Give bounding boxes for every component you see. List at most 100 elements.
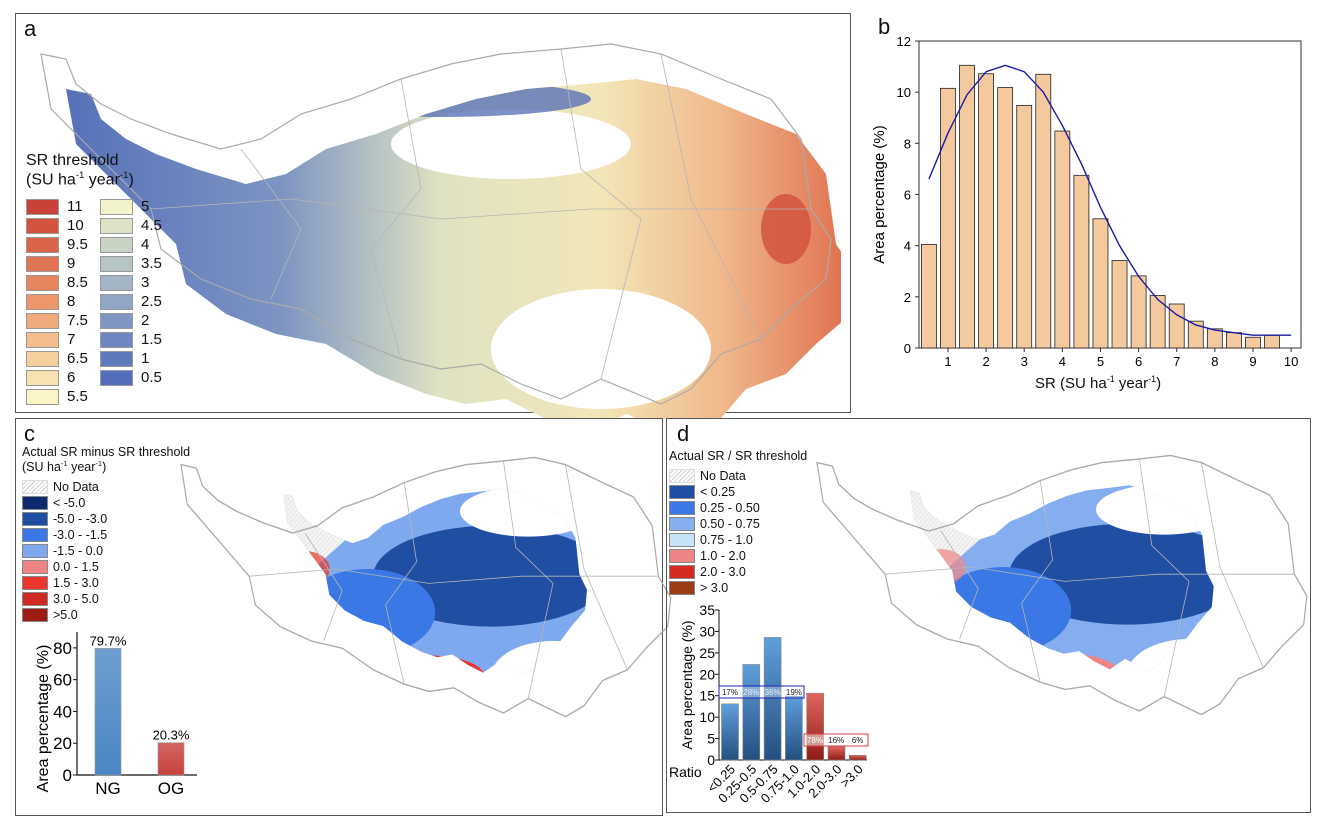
histogram-bar [978, 73, 994, 349]
share-box-blue [718, 685, 805, 699]
x-tick-label: 10 [1284, 354, 1298, 369]
legend-unit: (SU ha-1 year-1) [22, 459, 107, 475]
share-label: 78% [807, 736, 823, 745]
legend-item: >5.0 [22, 607, 190, 623]
legend-item: 8.5 [26, 273, 96, 292]
legend-item: -1.5 - 0.0 [22, 543, 190, 559]
legend-swatch [669, 485, 695, 499]
legend-label: 2.0 - 3.0 [700, 565, 746, 579]
legend-item: -3.0 - -1.5 [22, 527, 190, 543]
legend-item: 0.25 - 0.50 [669, 500, 807, 516]
legend-label: > 3.0 [700, 581, 729, 595]
y-axis-label: Area percentage (%) [35, 645, 52, 793]
legend-swatch [669, 517, 695, 531]
bar [806, 692, 824, 761]
legend-swatch [100, 312, 133, 329]
legend-label: 0.50 - 0.75 [700, 517, 760, 531]
province-boundary [885, 566, 1295, 582]
province-boundary [150, 198, 811, 220]
x-tick-label: 2 [982, 354, 989, 369]
histogram-bar [1149, 295, 1166, 349]
legend-swatch [669, 549, 695, 563]
legend-title: Actual SR minus SR threshold [22, 445, 191, 459]
legend-label: 8 [67, 293, 76, 311]
legend-label: -3.0 - -1.5 [53, 528, 108, 543]
histogram-bar [1035, 73, 1052, 349]
x-tick-label: 8 [1211, 354, 1218, 369]
legend-label: 5.5 [67, 388, 88, 406]
low-threshold-area [291, 81, 591, 117]
plateau-boundary [816, 454, 1308, 716]
province-boundary [1201, 462, 1264, 668]
x-axis-label: Ratio [669, 764, 702, 780]
legend-label: < -5.0 [53, 496, 86, 511]
legend-item: 0.0 - 1.5 [22, 559, 190, 575]
legend-swatch [100, 217, 133, 234]
y-tick-label: 0 [707, 752, 715, 768]
y-tick-label: 30 [699, 623, 715, 639]
legend-swatch [26, 388, 59, 405]
legend-swatch [26, 312, 59, 329]
legend-item: > 3.0 [669, 580, 807, 596]
legend-swatch [100, 350, 133, 367]
legend-swatch [26, 255, 59, 272]
legend-swatch [26, 198, 59, 215]
y-tick-label: 0 [63, 766, 72, 785]
y-tick-label: 10 [699, 709, 715, 725]
legend-swatch [22, 592, 48, 607]
histogram-bar [1073, 174, 1090, 349]
province-boundary [304, 532, 343, 642]
legend-item: 3.0 - 5.0 [22, 591, 190, 607]
legend-swatch [100, 274, 133, 291]
legend-label: >5.0 [53, 608, 78, 623]
legend-label: 4 [141, 236, 150, 254]
legend-item: 9 [26, 254, 96, 273]
x-tick-label: 5 [1097, 354, 1104, 369]
legend-item: < 0.25 [669, 484, 807, 500]
high-threshold-area [761, 194, 811, 264]
bar [849, 754, 867, 761]
legend-label: 8.5 [67, 274, 88, 292]
province-boundary [503, 460, 554, 699]
legend-c: Actual SR minus SR threshold (SU ha-1 ye… [22, 445, 190, 623]
data-label: 79.7% [90, 633, 127, 648]
legend-label: 5 [141, 198, 150, 216]
y-tick-label: 20 [53, 734, 72, 753]
province-boundary [1139, 458, 1190, 697]
legend-label: 6 [67, 369, 76, 387]
legend-item: 3.5 [100, 254, 162, 273]
legend-item: < -5.0 [22, 495, 190, 511]
legend-label: 2 [141, 312, 150, 330]
x-tick-label: 4 [1059, 354, 1066, 369]
map-sr-ratio [816, 454, 1308, 716]
legend-swatch [26, 369, 59, 386]
no-data-area [491, 289, 711, 409]
hatch-swatch [669, 469, 695, 483]
legend-item: 3 [100, 273, 162, 292]
x-tick-label: 6 [1135, 354, 1142, 369]
x-tick-label: 1 [944, 354, 951, 369]
legend-swatch [669, 581, 695, 595]
legend-item: 4 [100, 235, 162, 254]
legend-label: 7 [67, 331, 76, 349]
hatch-swatch [22, 480, 48, 495]
legend-item: 5.5 [26, 387, 96, 406]
no-data-area [391, 109, 631, 179]
province-boundary [565, 464, 628, 670]
province-boundary [240, 148, 302, 300]
histogram-bar [1187, 320, 1204, 349]
bar [785, 695, 803, 761]
legend-label: 9 [67, 255, 76, 273]
histogram-bar [940, 87, 956, 349]
panel-a: a SR threshold (SU ha-1 year-1) 11 10 9.5 9… [15, 13, 851, 419]
histogram-bar [1016, 105, 1033, 349]
legend-swatch [26, 331, 59, 348]
legend-item: 4.5 [100, 216, 162, 235]
y-tick-label: 10 [897, 85, 911, 100]
x-tick-label: >3.0 [837, 762, 866, 791]
histogram-bar [921, 243, 937, 349]
legend-label: -1.5 - 0.0 [53, 544, 104, 559]
histogram-bar [1245, 336, 1261, 349]
y-tick-label: 80 [53, 639, 72, 658]
share-label: 16% [828, 736, 844, 745]
